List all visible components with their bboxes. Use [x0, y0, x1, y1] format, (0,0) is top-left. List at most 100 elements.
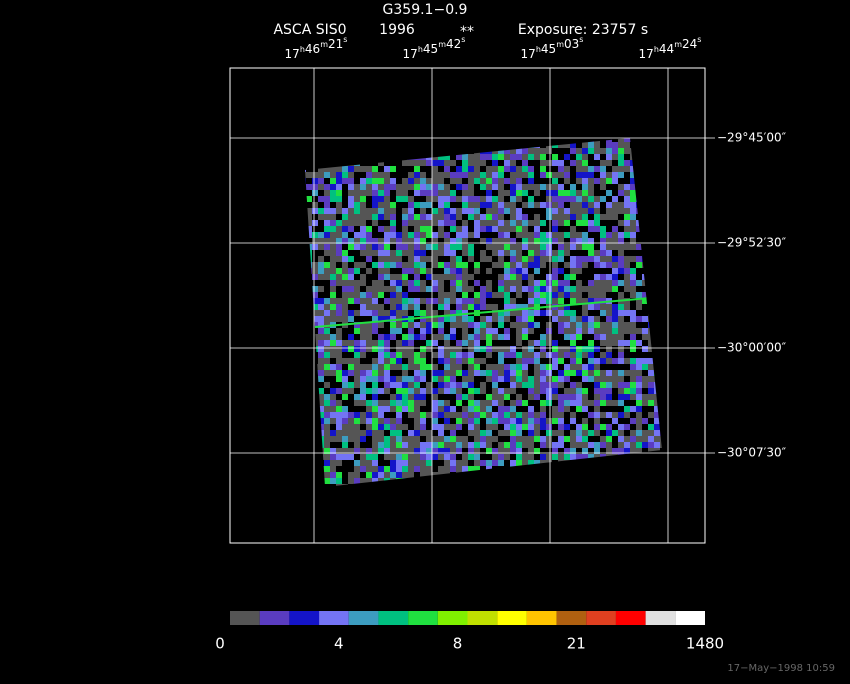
sky-pixel	[348, 214, 354, 220]
sky-pixel	[558, 220, 564, 226]
sky-pixel	[432, 160, 438, 166]
sky-pixel	[498, 148, 504, 154]
sky-pixel	[504, 334, 510, 340]
sky-pixel	[450, 244, 456, 250]
sky-pixel	[660, 196, 662, 202]
sky-pixel	[396, 232, 402, 238]
sky-pixel	[600, 328, 606, 334]
sky-pixel	[426, 256, 432, 262]
sky-pixel	[492, 220, 498, 226]
sky-pixel	[516, 220, 522, 226]
sky-pixel	[498, 142, 504, 148]
sky-pixel	[528, 166, 534, 172]
sky-pixel	[492, 304, 498, 310]
sky-pixel	[534, 214, 540, 220]
sky-pixel	[396, 322, 402, 328]
sky-pixel	[582, 472, 588, 478]
sky-pixel	[306, 304, 312, 310]
sky-pixel	[456, 298, 462, 304]
sky-pixel	[360, 340, 366, 346]
sky-pixel	[360, 382, 366, 388]
sky-pixel	[654, 214, 660, 220]
sky-pixel	[654, 442, 660, 448]
sky-pixel	[660, 280, 662, 286]
sky-pixel	[660, 166, 662, 172]
sky-pixel	[624, 472, 630, 478]
sky-pixel	[396, 190, 402, 196]
sky-pixel	[318, 370, 324, 376]
sky-pixel	[456, 394, 462, 400]
sky-pixel	[510, 202, 516, 208]
sky-pixel	[570, 184, 576, 190]
sky-pixel	[510, 304, 516, 310]
sky-pixel	[504, 424, 510, 430]
sky-pixel	[546, 142, 552, 148]
sky-pixel	[462, 190, 468, 196]
sky-pixel	[594, 442, 600, 448]
colorbar-segment	[259, 611, 290, 625]
sky-pixel	[432, 256, 438, 262]
sky-pixel	[474, 340, 480, 346]
sky-pixel	[432, 484, 438, 487]
sky-pixel	[468, 138, 474, 142]
sky-pixel	[366, 328, 372, 334]
sky-pixel	[450, 262, 456, 268]
sky-pixel	[432, 364, 438, 370]
sky-pixel	[630, 358, 636, 364]
sky-pixel	[642, 298, 648, 304]
sky-pixel	[576, 328, 582, 334]
sky-pixel	[360, 394, 366, 400]
sky-pixel	[498, 286, 504, 292]
sky-pixel	[438, 244, 444, 250]
sky-pixel	[648, 250, 654, 256]
sky-pixel	[588, 286, 594, 292]
sky-pixel	[612, 412, 618, 418]
sky-pixel	[456, 400, 462, 406]
sky-pixel	[504, 442, 510, 448]
sky-pixel	[444, 292, 450, 298]
sky-pixel	[504, 328, 510, 334]
sky-pixel	[648, 364, 654, 370]
sky-pixel	[408, 412, 414, 418]
sky-pixel	[564, 388, 570, 394]
sky-pixel	[576, 454, 582, 460]
sky-pixel	[348, 196, 354, 202]
sky-pixel	[564, 190, 570, 196]
sky-pixel	[312, 406, 318, 412]
sky-pixel	[498, 220, 504, 226]
sky-pixel	[366, 364, 372, 370]
sky-pixel	[540, 166, 546, 172]
sky-pixel	[366, 208, 372, 214]
sky-pixel	[534, 154, 540, 160]
sky-pixel	[330, 310, 336, 316]
sky-pixel	[360, 214, 366, 220]
sky-pixel	[426, 448, 432, 454]
sky-pixel	[630, 226, 636, 232]
sky-pixel	[402, 448, 408, 454]
sky-pixel	[642, 202, 648, 208]
sky-pixel	[456, 310, 462, 316]
sky-pixel	[372, 292, 378, 298]
sky-pixel	[390, 142, 396, 148]
sky-pixel	[654, 466, 660, 472]
sky-pixel	[468, 400, 474, 406]
sky-pixel	[384, 466, 390, 472]
sky-pixel	[540, 364, 546, 370]
sky-pixel	[342, 166, 348, 172]
sky-pixel	[594, 154, 600, 160]
sky-pixel	[432, 406, 438, 412]
sky-pixel	[558, 190, 564, 196]
sky-pixel	[306, 322, 312, 328]
sky-pixel	[504, 430, 510, 436]
sky-pixel	[636, 394, 642, 400]
sky-pixel	[450, 388, 456, 394]
sky-pixel	[510, 364, 516, 370]
sky-pixel	[534, 412, 540, 418]
sky-pixel	[348, 346, 354, 352]
sky-pixel	[630, 138, 636, 142]
sky-pixel	[522, 478, 528, 484]
sky-pixel	[354, 364, 360, 370]
sky-pixel	[582, 178, 588, 184]
sky-pixel	[564, 376, 570, 382]
sky-pixel	[384, 256, 390, 262]
